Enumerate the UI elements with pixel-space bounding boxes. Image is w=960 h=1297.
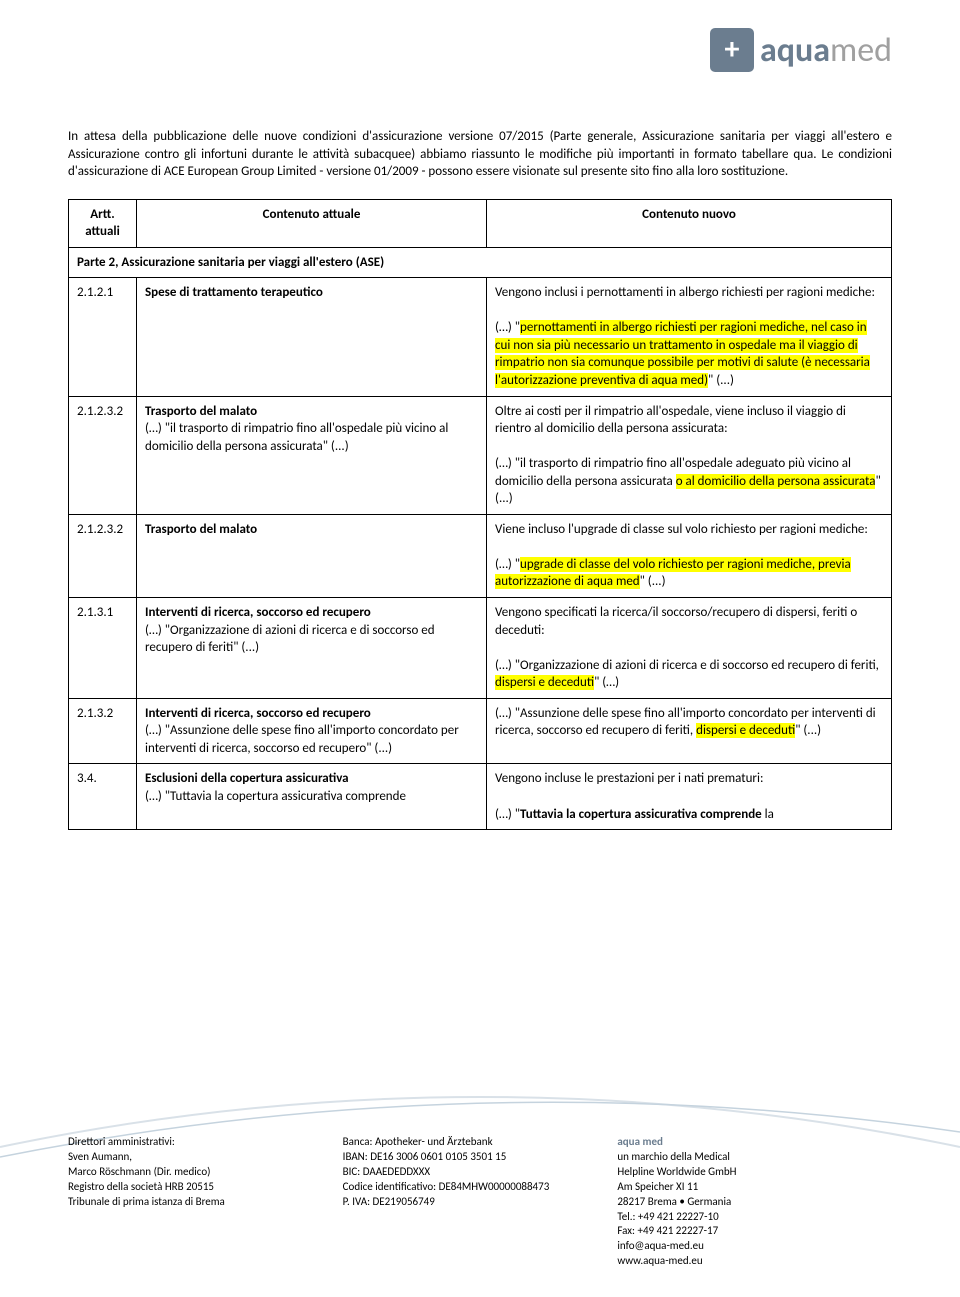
- new-content: Vengono incluse le prestazioni per i nat…: [487, 764, 892, 830]
- old-content: Interventi di ricerca, soccorso ed recup…: [137, 598, 487, 699]
- footer-col-2: Banca: Apotheker- und Ärztebank IBAN: DE…: [343, 1135, 618, 1269]
- art-number: 3.4.: [69, 764, 137, 830]
- old-content: Esclusioni della copertura assicurativa(…: [137, 764, 487, 830]
- footer-col-3: aqua med un marchio della Medical Helpli…: [617, 1135, 892, 1269]
- old-content: Trasporto del malato: [137, 514, 487, 597]
- table-row: 2.1.2.3.2 Trasporto del malato Viene inc…: [69, 514, 892, 597]
- new-content: Viene incluso l'upgrade di classe sul vo…: [487, 514, 892, 597]
- art-number: 2.1.3.1: [69, 598, 137, 699]
- table-row: 2.1.2.1 Spese di trattamento terapeutico…: [69, 278, 892, 396]
- header-art: Artt. attuali: [69, 199, 137, 247]
- new-content: Oltre ai costi per il rimpatrio all'ospe…: [487, 396, 892, 514]
- new-content: Vengono specificati la ricerca/il soccor…: [487, 598, 892, 699]
- intro-paragraph: In attesa della pubblicazione delle nuov…: [68, 128, 892, 181]
- page-footer: Direttori amministrativi: Sven Aumann, M…: [68, 1135, 892, 1269]
- logo-badge: +: [710, 28, 754, 72]
- logo-text: aquamed: [760, 30, 892, 71]
- new-content: (…) "Assunzione delle spese fino all'imp…: [487, 698, 892, 764]
- changes-table: Artt. attuali Contenuto attuale Contenut…: [68, 199, 892, 830]
- table-row: 3.4. Esclusioni della copertura assicura…: [69, 764, 892, 830]
- old-content: Trasporto del malato(…) "il trasporto di…: [137, 396, 487, 514]
- art-number: 2.1.2.3.2: [69, 396, 137, 514]
- section-heading: Parte 2, Assicurazione sanitaria per via…: [69, 247, 892, 278]
- art-number: 2.1.3.2: [69, 698, 137, 764]
- old-content: Spese di trattamento terapeutico: [137, 278, 487, 396]
- plus-icon: +: [725, 35, 740, 65]
- old-content: Interventi di ricerca, soccorso ed recup…: [137, 698, 487, 764]
- footer-col-1: Direttori amministrativi: Sven Aumann, M…: [68, 1135, 343, 1269]
- header-old: Contenuto attuale: [137, 199, 487, 247]
- art-number: 2.1.2.1: [69, 278, 137, 396]
- brand-logo: + aquamed: [710, 28, 892, 72]
- table-row: 2.1.3.2 Interventi di ricerca, soccorso …: [69, 698, 892, 764]
- header-new: Contenuto nuovo: [487, 199, 892, 247]
- art-number: 2.1.2.3.2: [69, 514, 137, 597]
- new-content: Vengono inclusi i pernottamenti in alber…: [487, 278, 892, 396]
- table-row: 2.1.3.1 Interventi di ricerca, soccorso …: [69, 598, 892, 699]
- table-row: 2.1.2.3.2 Trasporto del malato(…) "il tr…: [69, 396, 892, 514]
